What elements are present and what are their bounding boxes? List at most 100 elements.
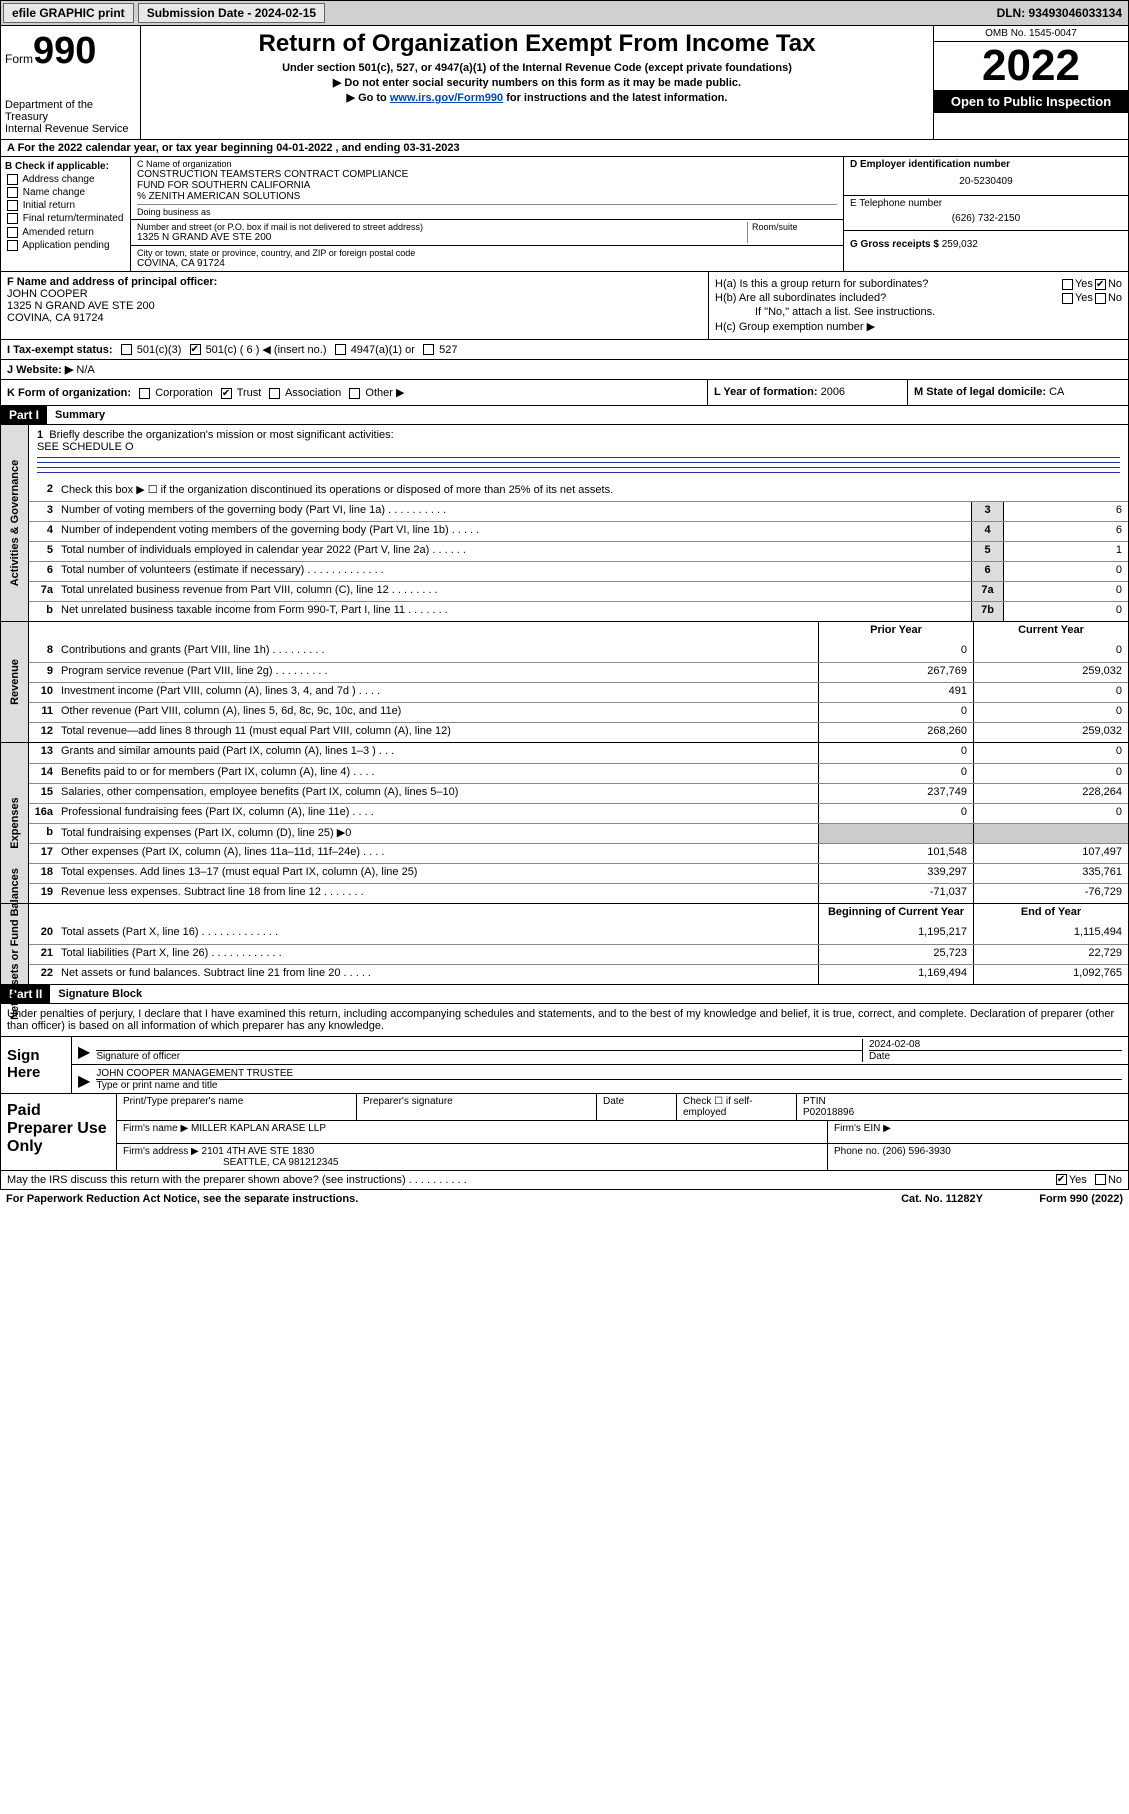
line-num: b bbox=[29, 824, 57, 843]
chk-501c[interactable] bbox=[190, 344, 201, 355]
sig-officer-label: Signature of officer bbox=[96, 1051, 180, 1062]
line-num: 14 bbox=[29, 764, 57, 783]
chk-527[interactable] bbox=[423, 344, 434, 355]
street-address: 1325 N GRAND AVE STE 200 bbox=[137, 232, 747, 243]
line-text: Total number of volunteers (estimate if … bbox=[57, 562, 971, 581]
chk-amended[interactable]: Amended return bbox=[5, 227, 126, 238]
sign-here-block: Sign Here ▶ Signature of officer 2024-02… bbox=[0, 1037, 1129, 1094]
chk-4947[interactable] bbox=[335, 344, 346, 355]
signature-declaration: Under penalties of perjury, I declare th… bbox=[0, 1004, 1129, 1037]
line-num: 11 bbox=[29, 703, 57, 722]
line-num: 16a bbox=[29, 804, 57, 823]
line-num: 22 bbox=[29, 965, 57, 984]
ha-yes[interactable] bbox=[1062, 279, 1073, 290]
line-text: Total fundraising expenses (Part IX, col… bbox=[57, 824, 818, 843]
line-text: Total number of individuals employed in … bbox=[57, 542, 971, 561]
officer-name-label: Type or print name and title bbox=[96, 1079, 1122, 1091]
line-text: Contributions and grants (Part VIII, lin… bbox=[57, 642, 818, 662]
current-year-value: 22,729 bbox=[973, 945, 1128, 964]
firm-phone-label: Phone no. bbox=[834, 1146, 880, 1157]
footer-bar: For Paperwork Reduction Act Notice, see … bbox=[0, 1190, 1129, 1208]
firm-ein-label: Firm's EIN ▶ bbox=[828, 1121, 1128, 1143]
chk-initial-return[interactable]: Initial return bbox=[5, 200, 126, 211]
chk-address-change[interactable]: Address change bbox=[5, 174, 126, 185]
current-year-value: 0 bbox=[973, 703, 1128, 722]
efile-button[interactable]: efile GRAPHIC print bbox=[3, 3, 134, 23]
col-c-name-addr: C Name of organization CONSTRUCTION TEAM… bbox=[131, 157, 843, 271]
chk-corp[interactable] bbox=[139, 388, 150, 399]
subtitle-3a: ▶ Go to bbox=[347, 92, 390, 104]
irs-link[interactable]: www.irs.gov/Form990 bbox=[390, 92, 503, 104]
net-assets-section: Net Assets or Fund Balances Beginning of… bbox=[0, 904, 1129, 985]
prior-year-value: 101,548 bbox=[818, 844, 973, 863]
prep-self-emp[interactable]: Check ☐ if self-employed bbox=[677, 1094, 797, 1120]
governance-strip: Activities & Governance bbox=[9, 460, 21, 587]
row-klm: K Form of organization: Corporation Trus… bbox=[0, 380, 1129, 406]
expenses-section: Expenses 13 Grants and similar amounts p… bbox=[0, 743, 1129, 904]
line-num: 18 bbox=[29, 864, 57, 883]
discuss-yes[interactable] bbox=[1056, 1174, 1067, 1185]
line-text: Check this box ▶ ☐ if the organization d… bbox=[57, 481, 1128, 501]
entity-block: B Check if applicable: Address change Na… bbox=[0, 157, 1129, 272]
discuss-no[interactable] bbox=[1095, 1174, 1106, 1185]
chk-name-change[interactable]: Name change bbox=[5, 187, 126, 198]
line-ref: 3 bbox=[971, 502, 1003, 521]
hb-yes[interactable] bbox=[1062, 293, 1073, 304]
table-row: 17 Other expenses (Part IX, column (A), … bbox=[29, 843, 1128, 863]
line-num: 10 bbox=[29, 683, 57, 702]
website-label: J Website: ▶ bbox=[7, 363, 73, 376]
prior-year-value: 0 bbox=[818, 804, 973, 823]
revenue-section: Revenue Prior Year Current Year 8 Contri… bbox=[0, 622, 1129, 743]
org-name-label: C Name of organization bbox=[137, 159, 837, 169]
line-num: 19 bbox=[29, 884, 57, 903]
col-d-right: D Employer identification number 20-5230… bbox=[843, 157, 1128, 271]
current-year-value: -76,729 bbox=[973, 884, 1128, 903]
line-text: Salaries, other compensation, employee b… bbox=[57, 784, 818, 803]
line-text: Investment income (Part VIII, column (A)… bbox=[57, 683, 818, 702]
line-value: 0 bbox=[1003, 582, 1128, 601]
prior-year-value: 237,749 bbox=[818, 784, 973, 803]
table-row: 2 Check this box ▶ ☐ if the organization… bbox=[29, 481, 1128, 501]
officer-signed-name: JOHN COOPER MANAGEMENT TRUSTEE bbox=[96, 1068, 1122, 1079]
chk-501c3[interactable] bbox=[121, 344, 132, 355]
line-1-text: Briefly describe the organization's miss… bbox=[49, 429, 393, 441]
chk-app-pending[interactable]: Application pending bbox=[5, 240, 126, 251]
ein-label: D Employer identification number bbox=[850, 159, 1122, 170]
ha-no[interactable] bbox=[1095, 279, 1106, 290]
current-year-value: 0 bbox=[973, 764, 1128, 783]
line-text: Benefits paid to or for members (Part IX… bbox=[57, 764, 818, 783]
line-text: Total revenue—add lines 8 through 11 (mu… bbox=[57, 723, 818, 742]
line-text: Other expenses (Part IX, column (A), lin… bbox=[57, 844, 818, 863]
tax-year: 2022 bbox=[934, 42, 1128, 90]
hb-no[interactable] bbox=[1095, 293, 1106, 304]
chk-assoc[interactable] bbox=[269, 388, 280, 399]
line-ref: 4 bbox=[971, 522, 1003, 541]
table-row: 19 Revenue less expenses. Subtract line … bbox=[29, 883, 1128, 903]
open-inspection: Open to Public Inspection bbox=[934, 90, 1128, 113]
submission-date-button[interactable]: Submission Date - 2024-02-15 bbox=[138, 3, 325, 23]
prior-year-value: 268,260 bbox=[818, 723, 973, 742]
sign-arrow-icon: ▶ bbox=[78, 1042, 90, 1062]
line-num: 4 bbox=[29, 522, 57, 541]
table-row: 13 Grants and similar amounts paid (Part… bbox=[29, 743, 1128, 763]
current-year-value: 1,115,494 bbox=[973, 924, 1128, 944]
line-value: 6 bbox=[1003, 522, 1128, 541]
sign-here-label: Sign Here bbox=[1, 1037, 71, 1093]
officer-addr2: COVINA, CA 91724 bbox=[7, 312, 702, 324]
prep-date-label: Date bbox=[597, 1094, 677, 1120]
line-text: Net unrelated business taxable income fr… bbox=[57, 602, 971, 621]
part-i-label: Part I bbox=[1, 406, 47, 424]
org-care-of: % ZENITH AMERICAN SOLUTIONS bbox=[137, 191, 837, 202]
chk-final-return[interactable]: Final return/terminated bbox=[5, 213, 126, 224]
line-num: 15 bbox=[29, 784, 57, 803]
line-num: 3 bbox=[29, 502, 57, 521]
table-row: b Total fundraising expenses (Part IX, c… bbox=[29, 823, 1128, 843]
chk-other[interactable] bbox=[349, 388, 360, 399]
phone-label: E Telephone number bbox=[850, 198, 1122, 209]
line-text: Total liabilities (Part X, line 26) . . … bbox=[57, 945, 818, 964]
cat-no: Cat. No. 11282Y bbox=[901, 1193, 983, 1205]
current-year-value bbox=[973, 824, 1128, 843]
dept-treasury: Department of the Treasury bbox=[5, 99, 136, 123]
m-label: M State of legal domicile: bbox=[914, 386, 1046, 398]
chk-trust[interactable] bbox=[221, 388, 232, 399]
